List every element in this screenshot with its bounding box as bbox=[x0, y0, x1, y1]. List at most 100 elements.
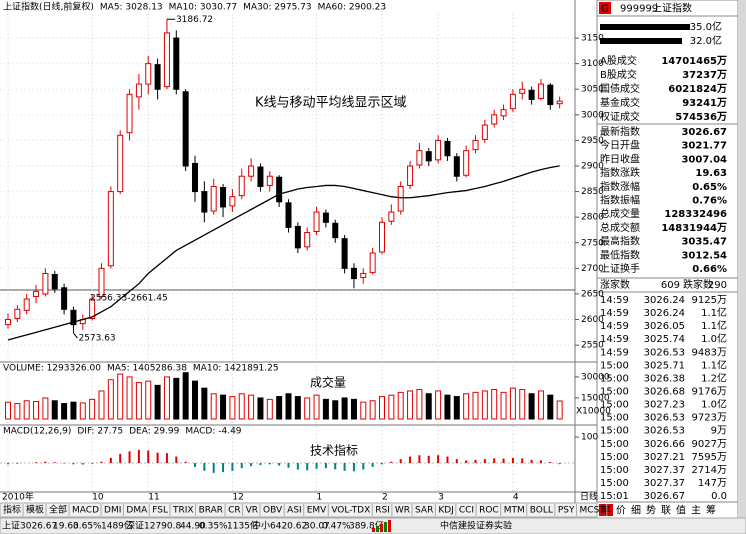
status-bar-bg bbox=[0, 517, 746, 534]
indicator-tab[interactable]: SAR bbox=[415, 506, 433, 516]
indicator-tab[interactable]: DMI bbox=[104, 506, 121, 516]
tick-volume: 9176万 bbox=[692, 386, 727, 397]
volume-bar bbox=[500, 391, 507, 420]
tick-time: 14:59 bbox=[600, 321, 629, 332]
volume-bar bbox=[369, 400, 376, 420]
panel-tab[interactable]: 主 bbox=[691, 505, 701, 517]
indicator-tab[interactable]: ASI bbox=[287, 506, 302, 516]
volume-bar bbox=[248, 394, 255, 420]
tick-time: 15:00 bbox=[600, 373, 629, 384]
panel-header: MA10: 3030.77 bbox=[169, 3, 237, 13]
row-label: B股成交 bbox=[600, 68, 637, 81]
panel-tab[interactable]: 联 bbox=[661, 505, 671, 517]
panel-tab[interactable]: 势 bbox=[646, 504, 656, 517]
quote-panel-frame bbox=[596, 0, 739, 519]
indicator-tab[interactable]: RSI bbox=[375, 506, 390, 516]
indicator-tab[interactable]: CCI bbox=[459, 506, 474, 516]
volume-bar bbox=[397, 391, 404, 420]
indicator-tab[interactable]: MTM bbox=[504, 506, 525, 516]
tick-price: 3026.53 bbox=[644, 413, 685, 424]
candle-body bbox=[5, 319, 11, 326]
y-tick-label: 2950 bbox=[581, 136, 604, 146]
indicator-tab[interactable]: WR bbox=[395, 506, 410, 516]
status-item: 389.8亿 bbox=[349, 520, 384, 532]
indicator-tab[interactable]: BRAR bbox=[199, 506, 223, 516]
indicator-tab[interactable]: FSL bbox=[152, 506, 168, 516]
tick-price: 3025.74 bbox=[644, 334, 685, 345]
tick-price: 3026.67 bbox=[644, 491, 685, 502]
x-tick-label: 2010年 bbox=[2, 491, 34, 503]
indicator-tab[interactable]: MACD bbox=[72, 506, 99, 516]
tick-volume: 9125万 bbox=[692, 295, 727, 306]
tick-time: 15:00 bbox=[600, 413, 629, 424]
volume-bar bbox=[163, 376, 170, 420]
indicator-tab[interactable]: VOL-TDX bbox=[331, 506, 370, 516]
volume-bar bbox=[304, 397, 311, 420]
panel-header: MA5: 1405286.38 bbox=[107, 364, 187, 374]
indicator-tab[interactable]: MCST bbox=[580, 506, 606, 516]
candle-body bbox=[201, 191, 208, 213]
tick-time: 15:00 bbox=[600, 386, 629, 397]
row-value: 3035.47 bbox=[681, 237, 727, 248]
tick-time: 15:01 bbox=[600, 491, 629, 502]
candle-body bbox=[154, 64, 161, 90]
status-item: 深证 bbox=[126, 521, 144, 532]
row-label: 权证成交 bbox=[600, 110, 640, 123]
tick-volume: 1.0亿 bbox=[701, 398, 727, 411]
candle-body bbox=[173, 37, 180, 90]
candle-body bbox=[379, 221, 385, 253]
indicator-tab[interactable]: CR bbox=[228, 506, 241, 516]
y-tick-label: 2850 bbox=[581, 187, 604, 197]
indicator-tab[interactable]: EMV bbox=[307, 506, 327, 516]
volume-bar bbox=[192, 380, 198, 420]
status-item: 1489亿 bbox=[101, 520, 133, 532]
volume-bar bbox=[509, 387, 516, 420]
breadth-value: 609 bbox=[661, 280, 680, 291]
tick-volume: 9483万 bbox=[692, 347, 727, 358]
indicator-tab[interactable]: 全部 bbox=[49, 504, 67, 516]
status-item: 0.35% bbox=[199, 522, 228, 532]
panel-tab[interactable]: 笔 bbox=[601, 504, 611, 517]
row-label: 指数涨跌 bbox=[600, 166, 640, 179]
indicator-tab[interactable]: ROC bbox=[479, 506, 499, 516]
candle-body bbox=[248, 165, 255, 177]
candle-body bbox=[463, 150, 470, 176]
x-tick-label: 3 bbox=[438, 493, 444, 503]
volume-bar bbox=[360, 401, 367, 420]
status-item: 1135亿 bbox=[227, 520, 259, 532]
indicator-tab[interactable]: BOLL bbox=[530, 506, 553, 516]
panel-tab[interactable]: 细 bbox=[631, 504, 641, 517]
tick-time: 15:00 bbox=[600, 360, 629, 371]
x-tick-label: 1 bbox=[317, 493, 323, 503]
indicator-tab[interactable]: VR bbox=[246, 506, 258, 516]
row-label: 最低指数 bbox=[600, 248, 640, 261]
volume-bar bbox=[135, 382, 142, 420]
indicator-tab[interactable]: 指标 bbox=[3, 504, 21, 516]
indicator-tab[interactable]: OBV bbox=[263, 506, 283, 516]
volume-bar bbox=[220, 394, 227, 420]
row-label: 最高指数 bbox=[600, 235, 640, 248]
candle-body bbox=[407, 165, 414, 186]
status-icon bbox=[388, 520, 391, 532]
panel-header: MA60: 2900.23 bbox=[318, 3, 386, 13]
indicator-tab[interactable]: TRIX bbox=[172, 506, 194, 516]
panel-tab[interactable]: 筹 bbox=[706, 504, 716, 517]
panel-tab[interactable]: 值 bbox=[676, 504, 686, 517]
volume-bar bbox=[388, 394, 395, 420]
indicator-tab[interactable]: 模板 bbox=[26, 504, 44, 516]
status-item: 44.90 bbox=[180, 522, 206, 532]
indicator-tab[interactable]: PSY bbox=[558, 506, 575, 516]
status-icon bbox=[384, 522, 387, 532]
tick-time: 15:00 bbox=[600, 439, 629, 450]
candle-body bbox=[444, 140, 451, 157]
row-label: 基金成交 bbox=[600, 96, 640, 109]
indicator-tab[interactable]: KDJ bbox=[438, 506, 454, 516]
tick-price: 3026.66 bbox=[644, 439, 685, 450]
panel-tab[interactable]: 价 bbox=[616, 505, 626, 517]
candle-body bbox=[341, 238, 348, 269]
volume-bar bbox=[528, 393, 535, 420]
candle-body bbox=[500, 109, 507, 117]
tick-time: 14:59 bbox=[600, 308, 629, 319]
indicator-tab[interactable]: DMA bbox=[126, 506, 148, 516]
